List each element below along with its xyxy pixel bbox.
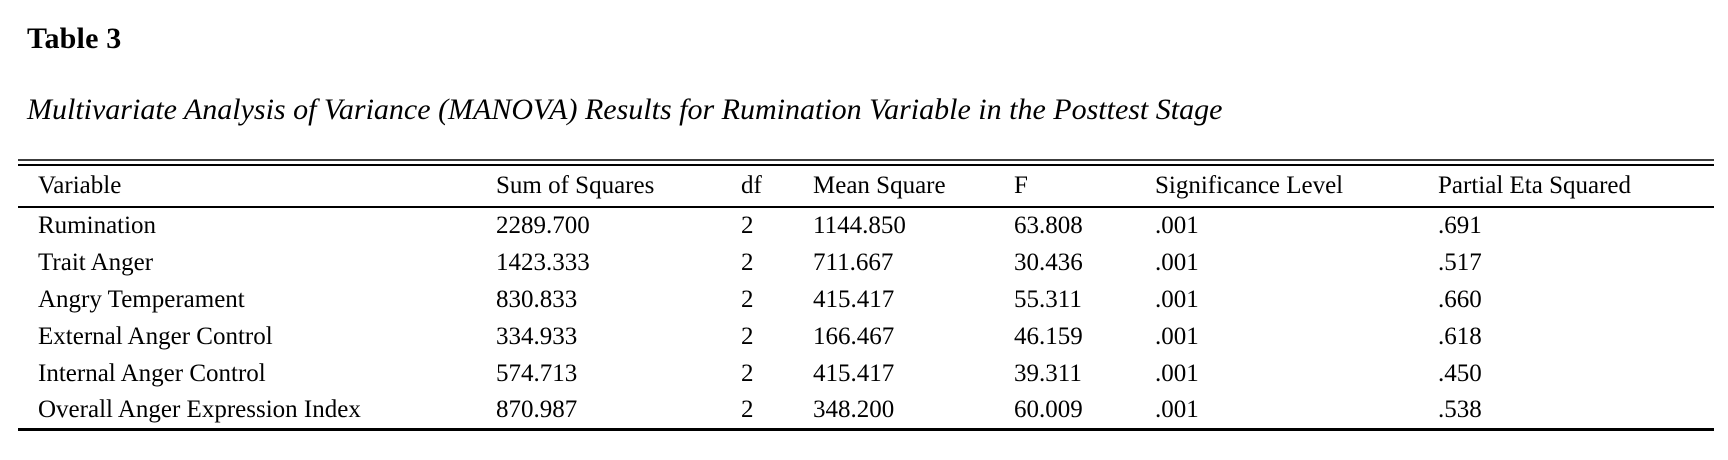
table-row: Overall Anger Expression Index 870.987 2…: [18, 392, 1714, 429]
cell-mean-square: 415.417: [813, 285, 895, 313]
cell-significance-level: .001: [1155, 395, 1199, 423]
cell-significance-level: .001: [1155, 248, 1199, 276]
cell-mean-square: 415.417: [813, 359, 895, 387]
manova-results-table: Variable Sum of Squares df Mean Square F…: [18, 164, 1714, 431]
table-number-heading: Table 3: [27, 22, 122, 55]
cell-sum-of-squares: 830.833: [496, 285, 578, 313]
col-header-partial-eta-squared: Partial Eta Squared: [1418, 165, 1714, 208]
cell-df: 2: [741, 285, 754, 313]
col-header-mean-square: Mean Square: [793, 165, 994, 208]
cell-variable: Internal Anger Control: [38, 359, 266, 387]
cell-df: 2: [741, 359, 754, 387]
cell-sum-of-squares: 870.987: [496, 395, 578, 423]
cell-variable: Rumination: [38, 212, 157, 239]
cell-partial-eta-squared: .618: [1438, 322, 1482, 350]
cell-variable: Angry Temperament: [38, 285, 245, 313]
col-header-significance-level: Significance Level: [1135, 165, 1418, 208]
cell-sum-of-squares: 574.713: [496, 359, 578, 387]
cell-mean-square: 348.200: [813, 395, 895, 423]
cell-variable: Trait Anger: [38, 248, 154, 276]
cell-mean-square: 1144.850: [813, 212, 906, 239]
col-header-variable: Variable: [18, 165, 476, 208]
cell-df: 2: [741, 322, 754, 350]
table-row: Angry Temperament 830.833 2 415.417 55.3…: [18, 281, 1714, 318]
cell-partial-eta-squared: .450: [1438, 359, 1482, 387]
cell-variable: External Anger Control: [38, 322, 273, 350]
cell-partial-eta-squared: .691: [1438, 212, 1482, 239]
cell-f: 39.311: [1014, 359, 1082, 387]
cell-df: 2: [741, 212, 754, 239]
table-header-row: Variable Sum of Squares df Mean Square F…: [18, 165, 1714, 208]
col-header-df: df: [721, 165, 793, 208]
cell-mean-square: 166.467: [813, 322, 895, 350]
cell-f: 30.436: [1014, 248, 1083, 276]
table-row: Trait Anger 1423.333 2 711.667 30.436 .0…: [18, 244, 1714, 281]
cell-significance-level: .001: [1155, 212, 1199, 239]
cell-sum-of-squares: 1423.333: [496, 248, 590, 276]
cell-variable: Overall Anger Expression Index: [38, 395, 361, 423]
cell-sum-of-squares: 2289.700: [496, 212, 590, 239]
cell-f: 63.808: [1014, 212, 1083, 239]
cell-df: 2: [741, 395, 754, 423]
cell-partial-eta-squared: .538: [1438, 395, 1482, 423]
cell-f: 60.009: [1014, 395, 1083, 423]
cell-significance-level: .001: [1155, 322, 1199, 350]
cell-mean-square: 711.667: [813, 248, 894, 276]
col-header-f: F: [994, 165, 1135, 208]
cell-f: 55.311: [1014, 285, 1082, 313]
cell-df: 2: [741, 248, 754, 276]
cell-significance-level: .001: [1155, 285, 1199, 313]
table-row: Rumination 2289.700 2 1144.850 63.808 .0…: [18, 207, 1714, 244]
cell-sum-of-squares: 334.933: [496, 322, 578, 350]
cell-partial-eta-squared: .517: [1438, 248, 1482, 276]
manova-results-table-wrapper: Variable Sum of Squares df Mean Square F…: [18, 159, 1714, 431]
col-header-sum-of-squares: Sum of Squares: [476, 165, 721, 208]
cell-f: 46.159: [1014, 322, 1083, 350]
table-row: External Anger Control 334.933 2 166.467…: [18, 318, 1714, 355]
cell-significance-level: .001: [1155, 359, 1199, 387]
table-caption: Multivariate Analysis of Variance (MANOV…: [27, 93, 1223, 126]
table-row: Internal Anger Control 574.713 2 415.417…: [18, 355, 1714, 392]
cell-partial-eta-squared: .660: [1438, 285, 1482, 313]
